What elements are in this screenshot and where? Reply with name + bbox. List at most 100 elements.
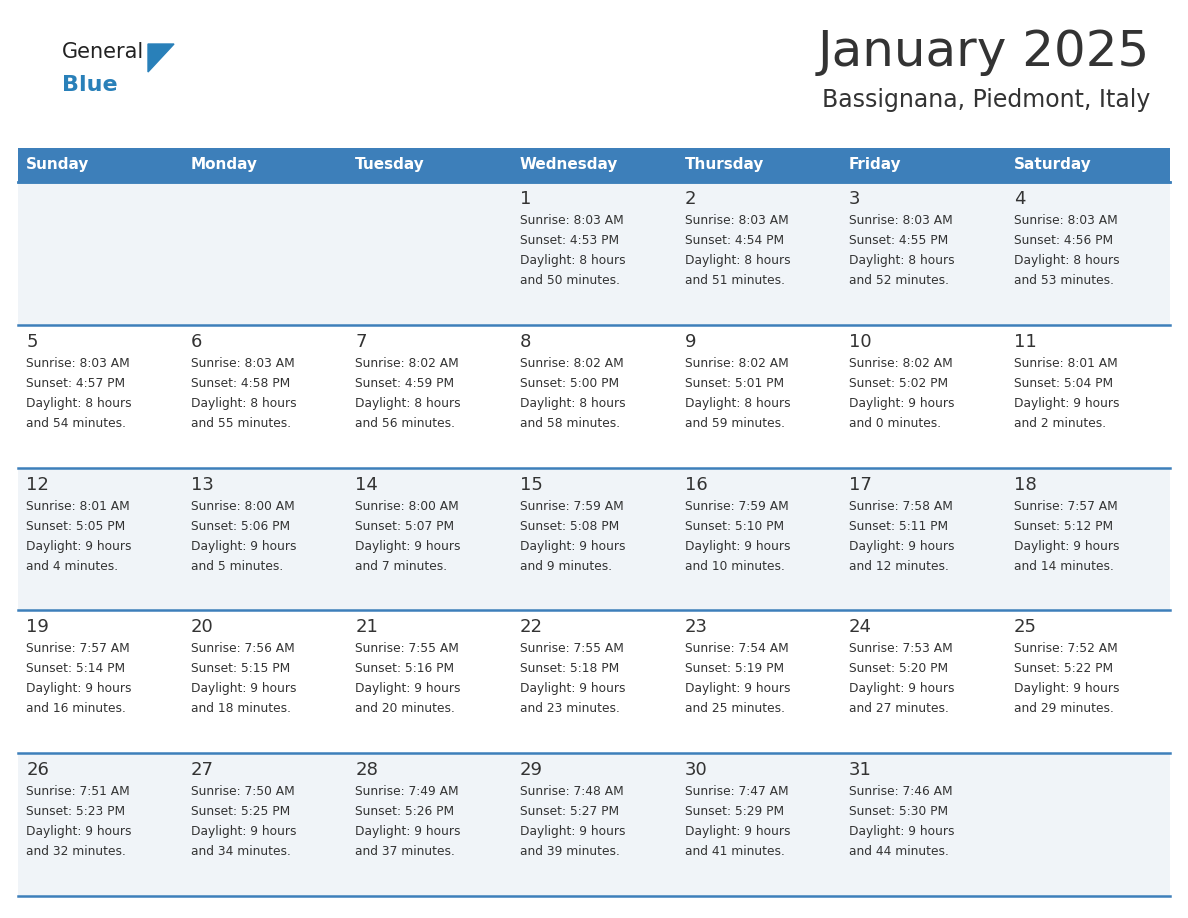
Text: Blue: Blue [62, 75, 118, 95]
Text: 20: 20 [191, 619, 214, 636]
Bar [676, 148, 841, 182]
Text: and 4 minutes.: and 4 minutes. [26, 560, 119, 573]
Text: Sunset: 5:06 PM: Sunset: 5:06 PM [191, 520, 290, 532]
Text: Sunset: 5:19 PM: Sunset: 5:19 PM [684, 663, 784, 676]
Text: 9: 9 [684, 333, 696, 351]
Text: and 2 minutes.: and 2 minutes. [1013, 417, 1106, 430]
Bar [18, 753, 1170, 896]
Text: 6: 6 [191, 333, 202, 351]
Text: Sunrise: 8:03 AM: Sunrise: 8:03 AM [684, 214, 789, 227]
Text: 22: 22 [520, 619, 543, 636]
Text: Sunrise: 8:02 AM: Sunrise: 8:02 AM [684, 357, 789, 370]
Text: Sunset: 5:05 PM: Sunset: 5:05 PM [26, 520, 126, 532]
Text: Daylight: 8 hours: Daylight: 8 hours [684, 397, 790, 409]
Text: Sunrise: 8:03 AM: Sunrise: 8:03 AM [849, 214, 953, 227]
Text: 2: 2 [684, 190, 696, 208]
Text: and 29 minutes.: and 29 minutes. [1013, 702, 1113, 715]
Text: Sunset: 5:16 PM: Sunset: 5:16 PM [355, 663, 455, 676]
Text: Sunset: 5:26 PM: Sunset: 5:26 PM [355, 805, 455, 818]
Text: Sunrise: 8:00 AM: Sunrise: 8:00 AM [355, 499, 459, 512]
Text: Daylight: 9 hours: Daylight: 9 hours [684, 540, 790, 553]
Text: and 55 minutes.: and 55 minutes. [191, 417, 291, 430]
Text: Tuesday: Tuesday [355, 158, 425, 173]
Text: January 2025: January 2025 [817, 28, 1150, 76]
Text: 1: 1 [520, 190, 531, 208]
Bar [1005, 148, 1170, 182]
Text: Bassignana, Piedmont, Italy: Bassignana, Piedmont, Italy [822, 88, 1150, 112]
Text: Friday: Friday [849, 158, 902, 173]
Text: Daylight: 9 hours: Daylight: 9 hours [355, 682, 461, 696]
Text: Daylight: 9 hours: Daylight: 9 hours [191, 540, 296, 553]
Text: Daylight: 9 hours: Daylight: 9 hours [849, 825, 955, 838]
Text: and 39 minutes.: and 39 minutes. [520, 845, 620, 858]
Text: Sunrise: 8:00 AM: Sunrise: 8:00 AM [191, 499, 295, 512]
Bar [841, 148, 1005, 182]
Bar [18, 610, 1170, 753]
Text: Sunset: 5:01 PM: Sunset: 5:01 PM [684, 376, 784, 390]
Text: Sunrise: 8:03 AM: Sunrise: 8:03 AM [26, 357, 129, 370]
Text: 4: 4 [1013, 190, 1025, 208]
Text: Daylight: 8 hours: Daylight: 8 hours [355, 397, 461, 409]
Text: Daylight: 9 hours: Daylight: 9 hours [26, 825, 132, 838]
Text: Daylight: 9 hours: Daylight: 9 hours [849, 682, 955, 696]
Text: 27: 27 [191, 761, 214, 779]
Text: and 16 minutes.: and 16 minutes. [26, 702, 126, 715]
Text: and 25 minutes.: and 25 minutes. [684, 702, 784, 715]
Bar [183, 148, 347, 182]
Text: 30: 30 [684, 761, 707, 779]
Text: Daylight: 9 hours: Daylight: 9 hours [191, 682, 296, 696]
Text: 29: 29 [520, 761, 543, 779]
Text: Daylight: 9 hours: Daylight: 9 hours [1013, 540, 1119, 553]
Text: Sunrise: 8:01 AM: Sunrise: 8:01 AM [26, 499, 129, 512]
Text: Sunset: 5:15 PM: Sunset: 5:15 PM [191, 663, 290, 676]
Text: Sunset: 5:10 PM: Sunset: 5:10 PM [684, 520, 784, 532]
Text: Sunset: 4:59 PM: Sunset: 4:59 PM [355, 376, 455, 390]
Text: and 18 minutes.: and 18 minutes. [191, 702, 291, 715]
Text: 3: 3 [849, 190, 860, 208]
Text: 8: 8 [520, 333, 531, 351]
Text: and 54 minutes.: and 54 minutes. [26, 417, 126, 430]
Text: and 41 minutes.: and 41 minutes. [684, 845, 784, 858]
Text: Sunrise: 7:54 AM: Sunrise: 7:54 AM [684, 643, 789, 655]
Text: Daylight: 9 hours: Daylight: 9 hours [1013, 397, 1119, 409]
Text: and 20 minutes.: and 20 minutes. [355, 702, 455, 715]
Text: Sunset: 4:55 PM: Sunset: 4:55 PM [849, 234, 948, 247]
Text: Sunset: 5:04 PM: Sunset: 5:04 PM [1013, 376, 1113, 390]
Bar [18, 148, 183, 182]
Text: Sunrise: 8:02 AM: Sunrise: 8:02 AM [355, 357, 459, 370]
Bar [18, 182, 1170, 325]
Text: and 56 minutes.: and 56 minutes. [355, 417, 455, 430]
Text: 11: 11 [1013, 333, 1036, 351]
Text: 19: 19 [26, 619, 49, 636]
Text: Daylight: 9 hours: Daylight: 9 hours [1013, 682, 1119, 696]
Text: Sunrise: 7:56 AM: Sunrise: 7:56 AM [191, 643, 295, 655]
Text: Daylight: 9 hours: Daylight: 9 hours [684, 825, 790, 838]
Text: and 58 minutes.: and 58 minutes. [520, 417, 620, 430]
Text: Daylight: 9 hours: Daylight: 9 hours [26, 540, 132, 553]
Text: Sunset: 5:23 PM: Sunset: 5:23 PM [26, 805, 126, 818]
Text: Sunrise: 7:47 AM: Sunrise: 7:47 AM [684, 785, 788, 798]
Text: 18: 18 [1013, 476, 1036, 494]
Text: Sunrise: 7:51 AM: Sunrise: 7:51 AM [26, 785, 129, 798]
Text: Sunset: 5:11 PM: Sunset: 5:11 PM [849, 520, 948, 532]
Text: Daylight: 9 hours: Daylight: 9 hours [191, 825, 296, 838]
Text: Sunrise: 8:03 AM: Sunrise: 8:03 AM [191, 357, 295, 370]
Text: Sunrise: 7:49 AM: Sunrise: 7:49 AM [355, 785, 459, 798]
Text: 10: 10 [849, 333, 872, 351]
Text: Daylight: 9 hours: Daylight: 9 hours [520, 540, 625, 553]
Text: Daylight: 8 hours: Daylight: 8 hours [26, 397, 132, 409]
Text: Sunset: 5:00 PM: Sunset: 5:00 PM [520, 376, 619, 390]
Text: Daylight: 9 hours: Daylight: 9 hours [849, 540, 955, 553]
Text: Daylight: 8 hours: Daylight: 8 hours [520, 397, 626, 409]
Text: and 44 minutes.: and 44 minutes. [849, 845, 949, 858]
Text: Sunrise: 7:48 AM: Sunrise: 7:48 AM [520, 785, 624, 798]
Text: Daylight: 9 hours: Daylight: 9 hours [849, 397, 955, 409]
Text: 13: 13 [191, 476, 214, 494]
Text: Sunset: 5:07 PM: Sunset: 5:07 PM [355, 520, 455, 532]
Text: 26: 26 [26, 761, 49, 779]
Text: Sunrise: 8:03 AM: Sunrise: 8:03 AM [1013, 214, 1118, 227]
Text: Sunset: 4:54 PM: Sunset: 4:54 PM [684, 234, 784, 247]
Text: Sunset: 5:29 PM: Sunset: 5:29 PM [684, 805, 784, 818]
Text: Daylight: 9 hours: Daylight: 9 hours [26, 682, 132, 696]
Text: and 7 minutes.: and 7 minutes. [355, 560, 448, 573]
